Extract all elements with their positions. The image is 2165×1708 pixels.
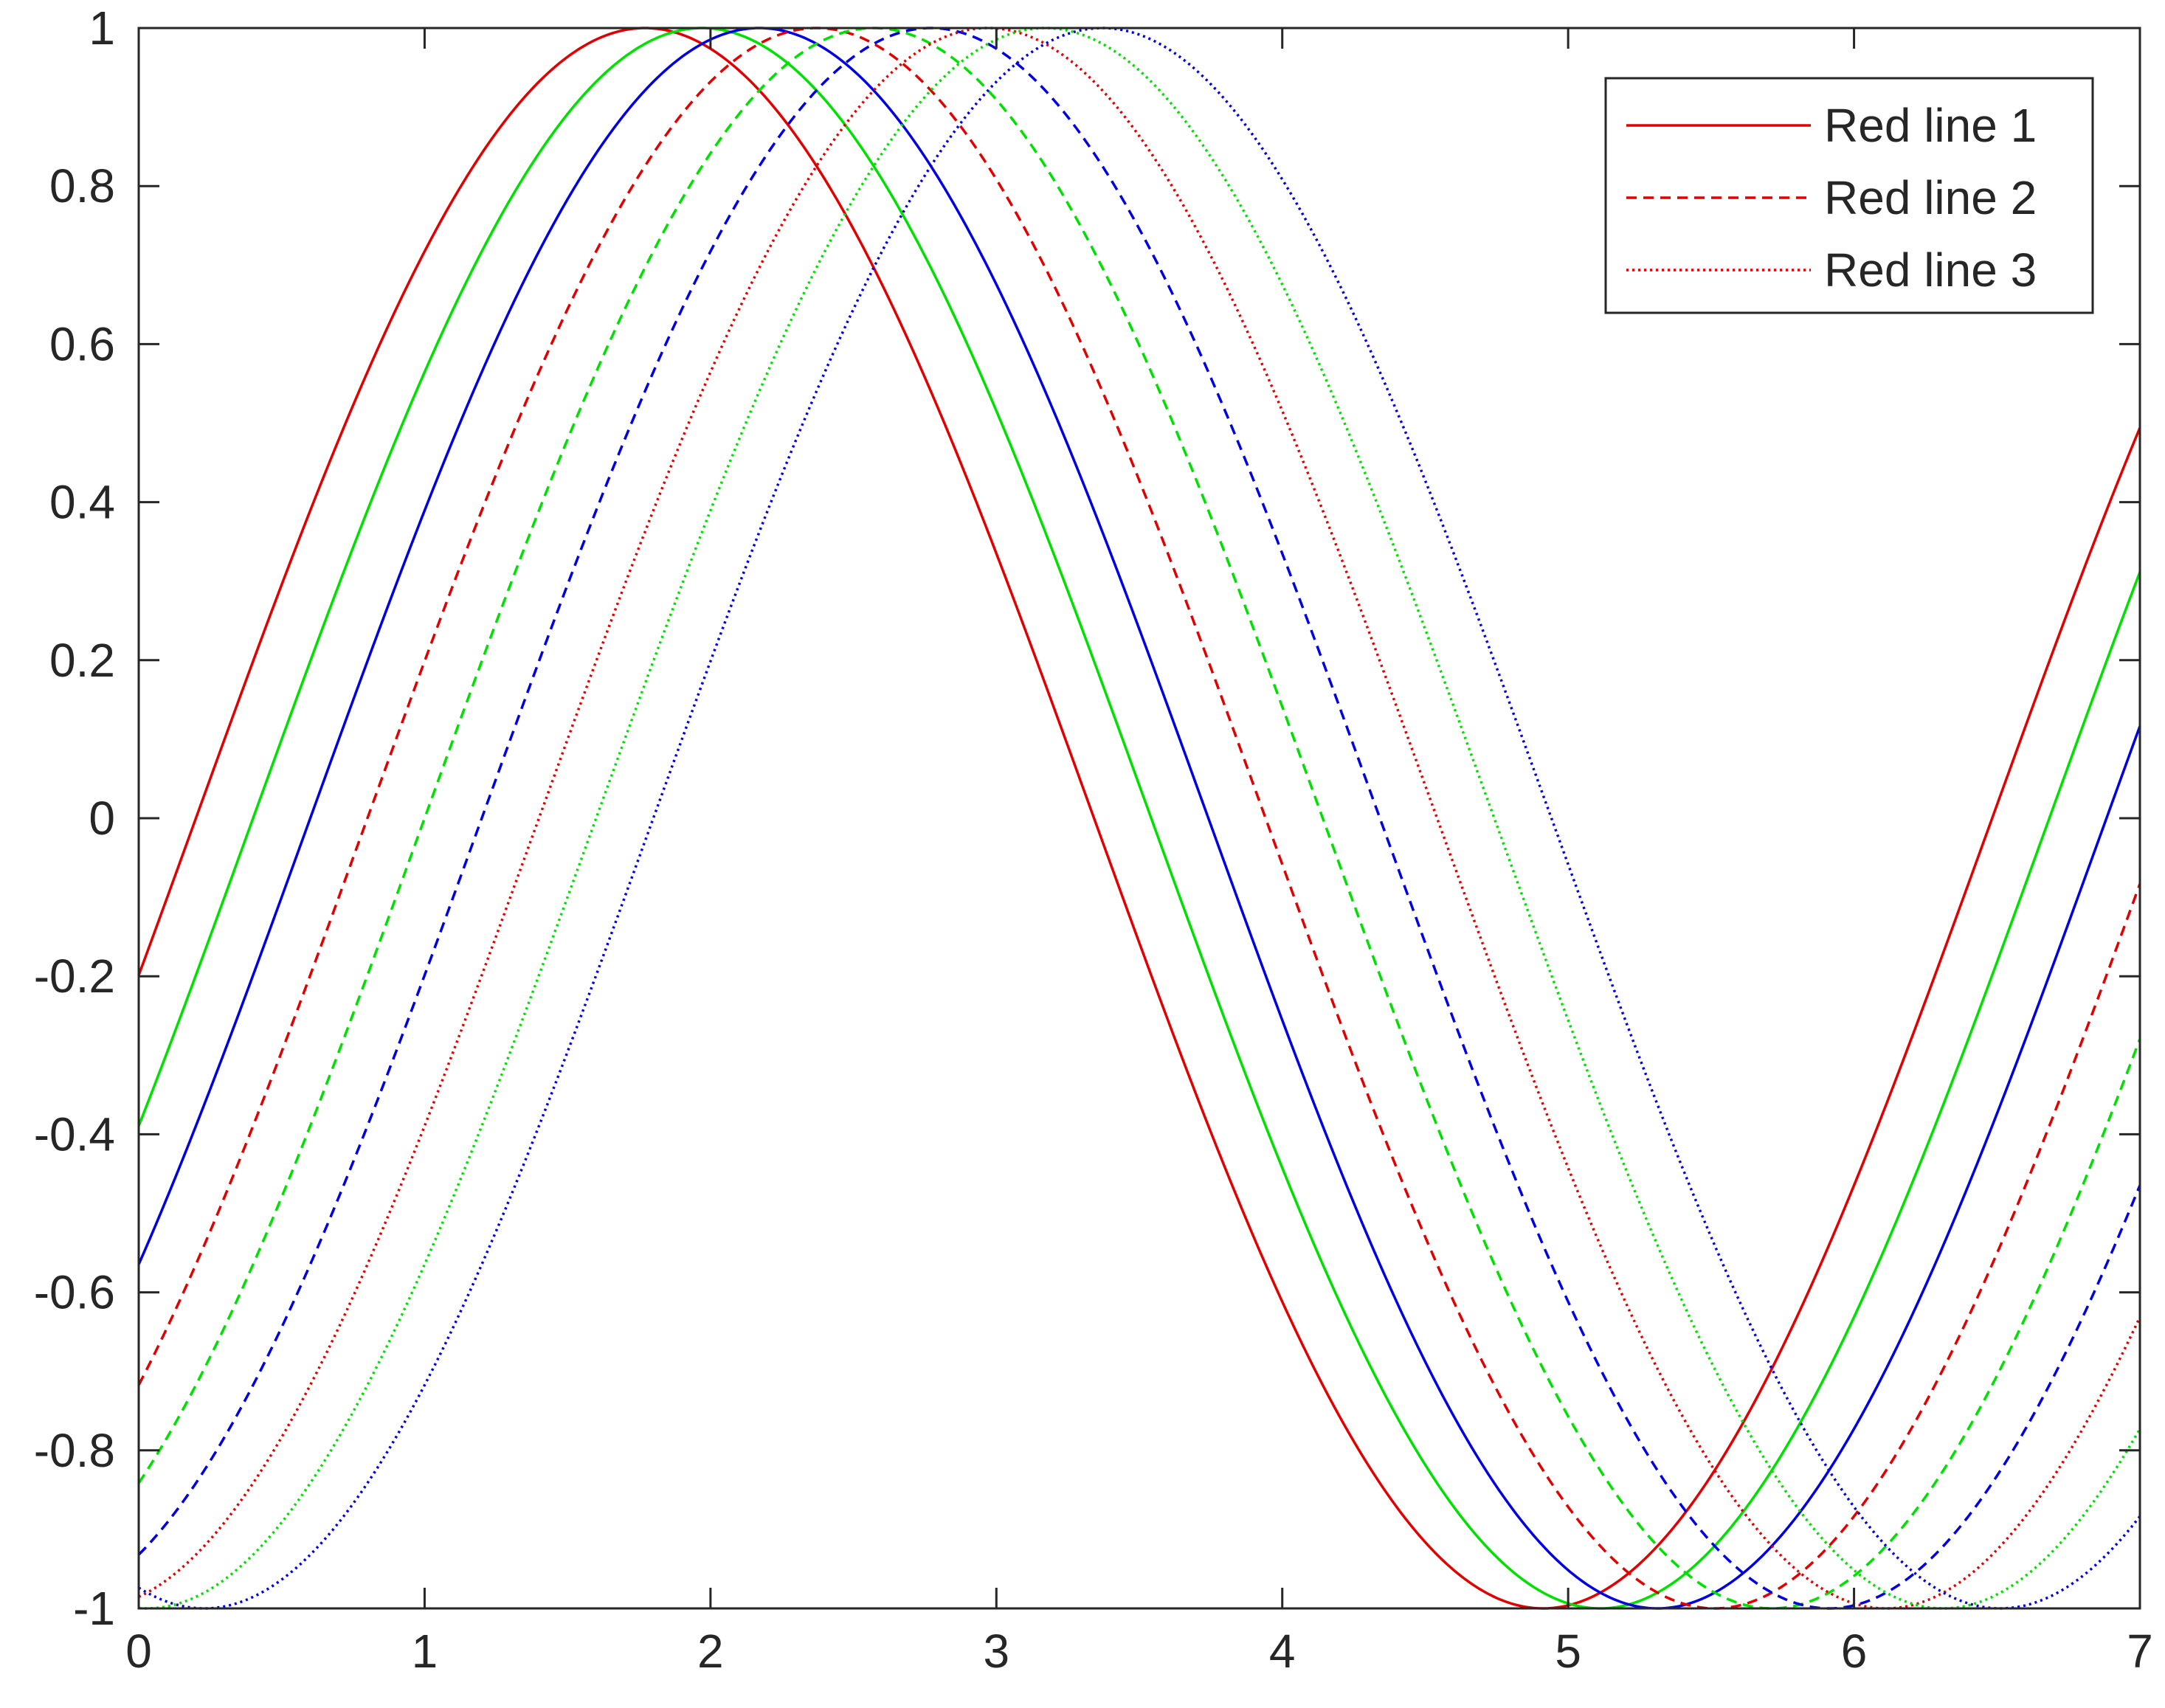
series-line-9 <box>138 27 2141 1610</box>
x-tick-label: 2 <box>697 1625 724 1678</box>
x-tick-label: 0 <box>125 1625 152 1678</box>
y-tick-label: 0.4 <box>49 476 115 529</box>
y-tick-label: 0.2 <box>49 634 115 687</box>
x-tick-label: 4 <box>1269 1625 1296 1678</box>
x-tick-label: 1 <box>412 1625 438 1678</box>
legend-label-3: Red line 3 <box>1824 243 2037 297</box>
series-line-8 <box>138 27 2141 1610</box>
x-tick-label: 5 <box>1555 1625 1581 1678</box>
legend-label-2: Red line 2 <box>1824 171 2037 224</box>
y-tick-label: 0.6 <box>49 317 115 370</box>
series-line-3 <box>137 27 2141 1610</box>
x-tick-label: 6 <box>1841 1625 1868 1678</box>
legend-box <box>1604 77 2094 314</box>
x-tick-label: 3 <box>983 1625 1009 1678</box>
y-tick-label: -0.2 <box>34 950 115 1003</box>
y-tick-label: -0.8 <box>34 1424 115 1477</box>
series-layer <box>137 27 2141 1610</box>
series-line-4 <box>137 27 2141 1610</box>
legend: Red line 1 Red line 2 Red line 3 <box>1604 77 2094 314</box>
y-tick-label: 0.8 <box>49 159 115 212</box>
series-line-1 <box>137 27 2141 1610</box>
x-tick-label: 7 <box>2127 1625 2153 1678</box>
series-line-5 <box>137 27 2141 1610</box>
axes-layer: 0 1 2 3 4 5 6 7 -1 -0.8 -0.6 -0.4 -0.2 0 0.2 0.4 0.6 0.8 1 <box>34 1 2153 1678</box>
y-tick-label: -0.4 <box>34 1107 115 1161</box>
series-line-7 <box>138 27 2141 1610</box>
series-line-6 <box>137 27 2141 1610</box>
y-tick-label: 0 <box>89 792 115 845</box>
y-tick-label: -1 <box>73 1582 115 1635</box>
legend-label-1: Red line 1 <box>1824 99 2037 152</box>
y-tick-label: -0.6 <box>34 1266 115 1319</box>
y-tick-label: 1 <box>89 1 115 55</box>
series-line-2 <box>137 27 2141 1610</box>
